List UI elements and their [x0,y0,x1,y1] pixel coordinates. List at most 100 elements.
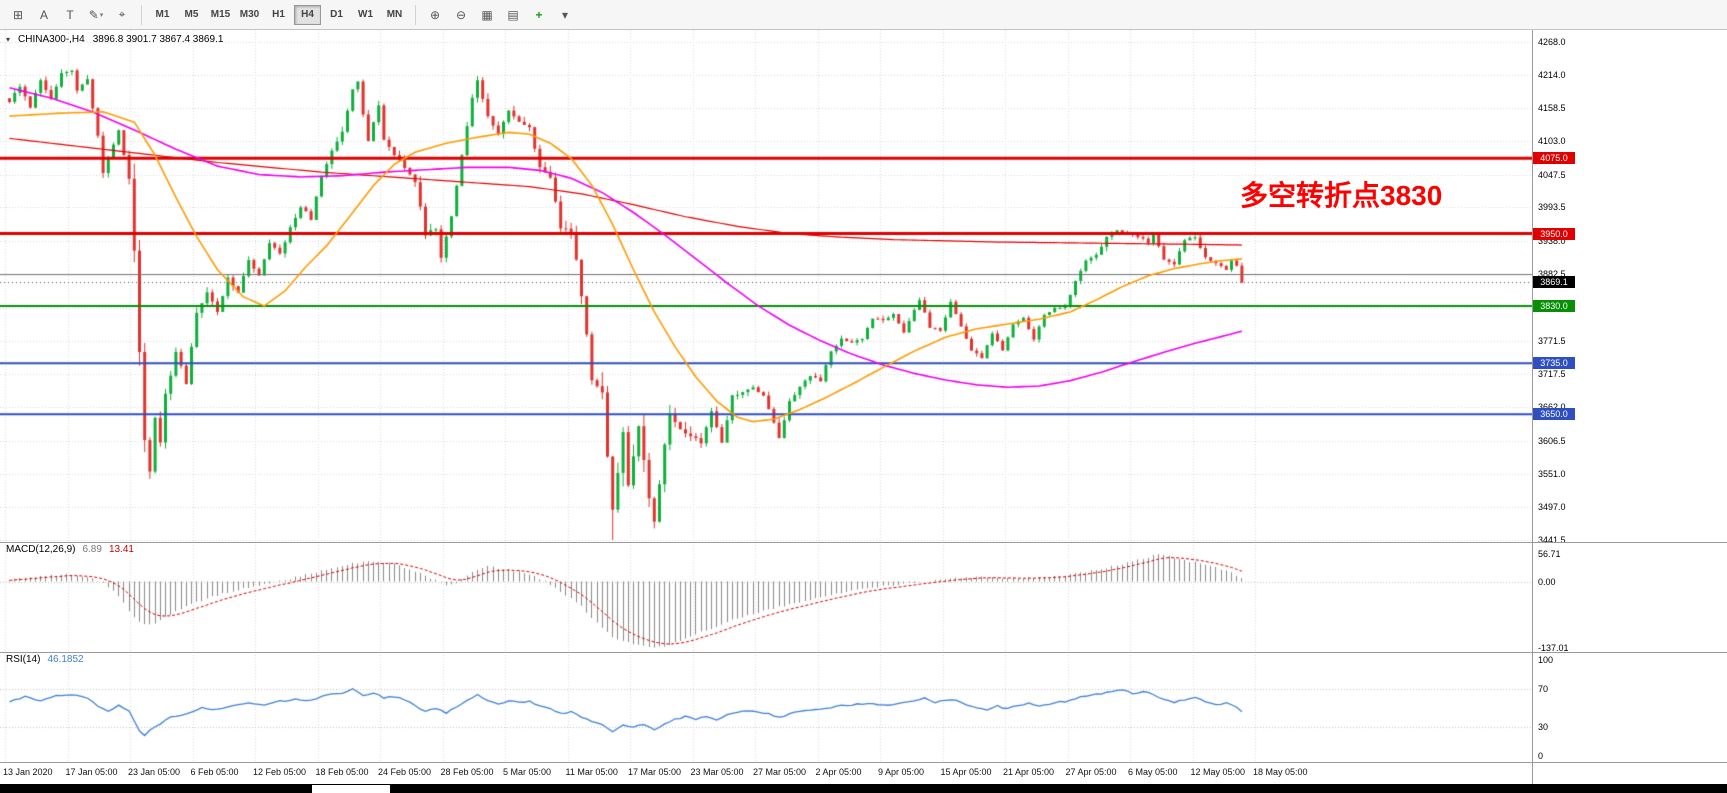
time-axis-label: 13 Jan 2020 [3,767,53,777]
toolbar-separator [415,4,416,25]
timeframe-button-D1[interactable]: D1 [330,9,343,20]
time-axis-label: 6 May 05:00 [1128,767,1178,777]
panel-splitter[interactable] [0,652,1727,653]
market-watch-grid-icon[interactable]: ⊞ [12,7,24,22]
macd-panel: MACD(12,26,9) 6.89 13.41 56.71 0.00 -137.01 [0,542,1727,653]
macd-value-main: 6.89 [82,544,102,555]
rsi-canvas[interactable] [0,652,1532,762]
toolbar-right-group: ⊕ ⊖ ▦ ▤ + ▾ [423,4,577,26]
timeframe-button-M15[interactable]: M15 [210,9,231,20]
time-axis-label: 27 Apr 05:00 [1065,767,1117,777]
time-axis-label: 23 Mar 05:00 [690,767,744,777]
price-axis-border [1532,30,1533,784]
time-axis-label: 5 Mar 05:00 [503,767,552,777]
timeframe-button-H1[interactable]: H1 [272,9,285,20]
time-axis-label: 18 May 05:00 [1253,767,1308,777]
macd-value-signal: 13.41 [108,544,134,555]
time-axis-label: 17 Mar 05:00 [628,767,682,777]
price-axis-label: 4268.0 [1538,37,1566,47]
tile-windows-icon[interactable]: ▦ [481,7,493,22]
rsi-axis-label: 100 [1538,655,1554,665]
time-axis-label: 24 Feb 05:00 [378,767,432,777]
rsi-value: 46.1852 [47,654,84,665]
cascade-windows-icon[interactable]: ▤ [507,7,519,22]
price-axis-label: 3938.0 [1538,235,1566,246]
price-axis-label: 3606.5 [1538,435,1566,446]
taskbar-item[interactable] [312,785,390,793]
timeframe-button-M5[interactable]: M5 [184,9,199,20]
price-axis-label: 4103.0 [1538,136,1566,147]
main-chart-canvas[interactable] [0,30,1532,542]
chart-menu-icon[interactable]: ▾ [6,35,11,44]
price-badge-3950.0: 3950.0 [1533,227,1575,240]
price-axis-label: 3662.0 [1538,402,1566,413]
price-axis-label: 4158.5 [1538,102,1566,113]
timeframe-button-H4[interactable]: H4 [294,4,321,25]
rsi-axis-label: 0 [1538,751,1544,761]
time-axis-label: 9 Apr 05:00 [878,767,925,777]
macd-label: MACD(12,26,9) 6.89 13.41 [6,544,134,555]
macd-axis-label: 56.71 [1538,549,1561,559]
time-axis-label: 6 Feb 05:00 [190,767,239,777]
time-axis-label: 17 Jan 05:00 [65,767,118,777]
timeframe-button-W1[interactable]: W1 [358,9,373,20]
timeframe-button-MN[interactable]: MN [386,9,403,20]
time-axis-label: 18 Feb 05:00 [315,767,369,777]
price-axis-label: 3551.0 [1538,469,1566,480]
bottom-taskbar [0,784,1727,793]
time-axis-border [0,762,1727,763]
time-axis-label: 21 Apr 05:00 [1003,767,1055,777]
chart-symbol-label: CHINA300-,H4 [18,34,85,45]
toolbar: ⊞ A T ✎ ▾ ⌖ M1 M5 M15 M30 H1 H4 D1 W1 MN ⊕ ⊖ ▦ ▤ + ▾ [0,0,1727,30]
time-axis-label: 27 Mar 05:00 [753,767,807,777]
time-axis-label: 2 Apr 05:00 [815,767,862,777]
timeframe-button-M30[interactable]: M30 [239,9,260,20]
time-axis-label: 15 Apr 05:00 [940,767,992,777]
price-badge-3830.0: 3830.0 [1533,299,1575,312]
price-axis-label: 3882.5 [1538,269,1566,280]
zoom-out-icon[interactable]: ⊖ [455,7,467,22]
time-axis-label: 12 May 05:00 [1190,767,1246,777]
macd-name: MACD(12,26,9) [6,544,76,555]
chart-title: ▾ CHINA300-,H4 3896.8 3901.7 3867.4 3869… [6,34,223,45]
time-axis-label: 23 Jan 05:00 [128,767,181,777]
time-axis-label: 28 Feb 05:00 [440,767,494,777]
price-axis-label: 3717.5 [1538,368,1566,379]
time-axis-label: 11 Mar 05:00 [565,767,618,777]
panel-splitter[interactable] [0,542,1727,543]
current-price-badge: 3869.1 [1533,276,1575,289]
price-axis-label: 3993.5 [1538,202,1566,213]
timeframe-button-M1[interactable]: M1 [155,9,170,20]
macd-canvas[interactable] [0,542,1532,652]
timeframe-toolbar: M1 M5 M15 M30 H1 H4 D1 W1 MN [149,4,408,25]
price-badge-3650.0: 3650.0 [1533,408,1575,421]
templates-icon[interactable]: ▾ [561,7,569,22]
price-axis-label: 3771.5 [1538,336,1566,347]
crosshair-icon[interactable]: ⌖ [118,7,126,21]
text-label-icon[interactable]: A [39,7,48,22]
toolbar-separator [141,4,142,25]
price-axis-label: 4214.0 [1538,69,1566,80]
price-badge-4075.0: 4075.0 [1533,152,1575,165]
rsi-name: RSI(14) [6,654,41,665]
macd-axis-label: 0.00 [1538,576,1556,587]
rsi-panel: RSI(14) 46.1852 100 70 30 0 [0,652,1727,762]
time-axis[interactable]: 13 Jan 2020 17 Jan 05:00 23 Jan 05:00 6 Feb… [0,762,1727,784]
text-tool-icon[interactable]: T [66,7,74,22]
price-axis-label: 3497.0 [1538,501,1566,512]
toolbar-left-group: ⊞ A T ✎ ▾ ⌖ [6,4,134,26]
zoom-in-icon[interactable]: ⊕ [429,7,441,22]
indicators-add-icon[interactable]: + [535,7,543,22]
rsi-axis-label: 70 [1538,683,1549,694]
price-axis-label: 3441.5 [1538,535,1566,545]
draw-tool-icon[interactable]: ✎ ▾ [88,7,104,22]
macd-axis-label: -137.01 [1538,643,1569,653]
rsi-axis-label: 30 [1538,722,1549,733]
rsi-label: RSI(14) 46.1852 [6,654,84,665]
chart-ohlc-values: 3896.8 3901.7 3867.4 3869.1 [92,34,224,45]
time-axis-label: 12 Feb 05:00 [253,767,307,777]
annotation-text[interactable]: 多空转折点3830 [1240,180,1443,211]
price-axis-label: 4047.5 [1538,169,1566,180]
price-badge-3735.0: 3735.0 [1533,357,1575,370]
